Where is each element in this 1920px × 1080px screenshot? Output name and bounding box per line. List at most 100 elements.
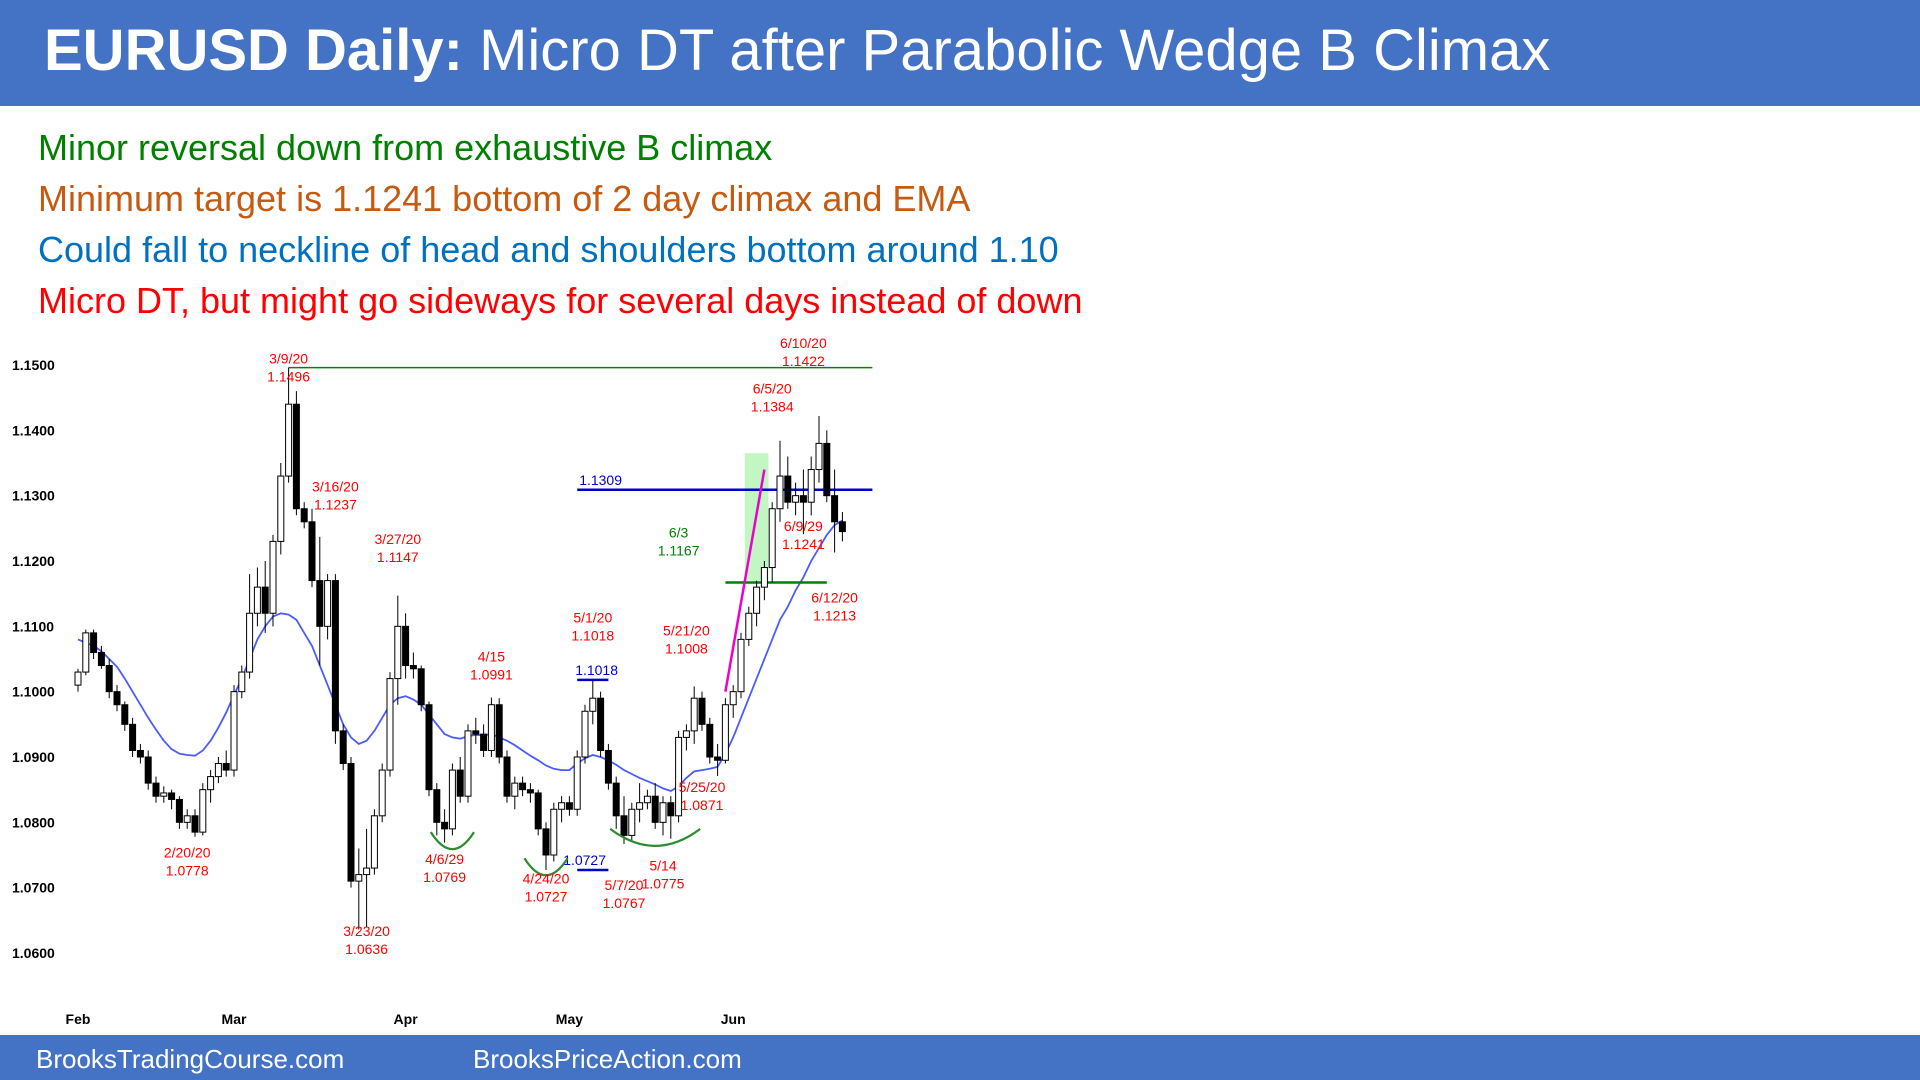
footer-right-link[interactable]: BrooksPriceAction.com: [473, 1044, 742, 1074]
candle-body: [597, 697, 605, 751]
candle: [300, 502, 308, 529]
candle-body: [511, 782, 519, 797]
candle-body: [363, 867, 371, 876]
candle: [253, 567, 261, 627]
candle-body: [136, 749, 144, 758]
candle-body: [402, 625, 410, 667]
candle-body: [753, 586, 761, 614]
candle: [721, 698, 729, 764]
candle-body: [230, 691, 238, 771]
candle: [589, 679, 597, 725]
candle-body: [386, 678, 394, 771]
candle: [355, 848, 363, 930]
candle: [175, 796, 183, 829]
candle: [74, 668, 82, 692]
low-label-date: 4/24/20: [523, 871, 570, 887]
candle-body: [222, 763, 230, 771]
candle: [682, 724, 690, 751]
candle: [97, 645, 105, 669]
x-tick-label: May: [556, 1011, 583, 1027]
candle-body: [706, 723, 714, 758]
candle: [519, 776, 527, 797]
candle: [534, 789, 542, 836]
candle-body: [558, 802, 566, 810]
candle: [269, 534, 277, 627]
candle: [292, 391, 300, 516]
candle-body: [768, 508, 776, 569]
candle: [331, 574, 339, 744]
candle-body: [246, 612, 254, 673]
x-tick-label: Mar: [222, 1011, 247, 1027]
high-label-price: 1.0991: [470, 667, 513, 683]
candle-body: [776, 475, 784, 510]
high-label-date: 6/3: [669, 524, 689, 540]
high-label-date: 3/16/20: [312, 479, 359, 495]
candle: [831, 469, 839, 553]
candle-body: [168, 792, 176, 800]
candle-body: [495, 704, 503, 758]
candle-body: [628, 808, 636, 836]
candle-body: [714, 756, 722, 761]
x-tick-label: Feb: [66, 1011, 91, 1027]
candle: [136, 743, 144, 764]
candle: [207, 770, 215, 803]
candle: [285, 367, 293, 483]
title-bold: EURUSD Daily:: [44, 18, 463, 83]
low-label-date: 5/25/20: [679, 779, 726, 795]
candle: [651, 783, 659, 829]
level-label: 1.1018: [575, 662, 618, 678]
candle: [768, 502, 776, 583]
high-label-date: 3/9/20: [269, 351, 308, 367]
candle: [277, 463, 285, 555]
y-tick-label: 1.0900: [12, 749, 55, 765]
candle: [503, 750, 511, 803]
candle-body: [792, 495, 800, 503]
candle-body: [799, 495, 807, 503]
candle-body: [277, 475, 285, 542]
candle-body: [760, 567, 768, 588]
candle: [729, 685, 737, 718]
candle-body: [160, 792, 168, 797]
candle-body: [682, 730, 690, 738]
pattern-arc: [523, 857, 569, 877]
y-tick-label: 1.0800: [12, 814, 55, 830]
pattern-arc: [609, 827, 701, 847]
candle: [542, 822, 550, 871]
candle-body: [612, 782, 620, 817]
candle: [792, 482, 800, 516]
candle: [183, 809, 191, 829]
candle-body: [589, 697, 597, 712]
y-tick-label: 1.1500: [12, 357, 55, 373]
low-label-date: 3/23/20: [343, 923, 390, 939]
high-label-date: 4/15: [478, 649, 505, 665]
candle-body: [425, 704, 433, 791]
candle-body: [191, 815, 199, 833]
candle: [487, 697, 495, 757]
candle-body: [737, 638, 745, 693]
candle: [558, 796, 566, 823]
candle: [339, 724, 347, 771]
candle: [698, 691, 706, 731]
footer-left-link[interactable]: BrooksTradingCourse.com: [36, 1044, 345, 1074]
candle: [363, 828, 371, 927]
candle: [308, 508, 316, 588]
candle-body: [129, 723, 137, 751]
candle-body: [90, 632, 98, 653]
candle-body: [659, 802, 667, 823]
candle: [199, 783, 207, 836]
candle-body: [144, 756, 152, 784]
candle: [823, 430, 831, 503]
candle-body: [815, 442, 823, 471]
candle-body: [97, 651, 105, 667]
candle-body: [729, 691, 737, 706]
candle: [612, 776, 620, 829]
candle: [838, 512, 846, 542]
candle: [82, 629, 90, 676]
candle-body: [152, 782, 160, 797]
wedge-line: [724, 469, 766, 692]
high-label-price: 1.1384: [751, 399, 794, 415]
candle-body: [534, 792, 542, 830]
candle: [706, 717, 714, 764]
candle: [402, 613, 410, 679]
candle: [745, 606, 753, 646]
